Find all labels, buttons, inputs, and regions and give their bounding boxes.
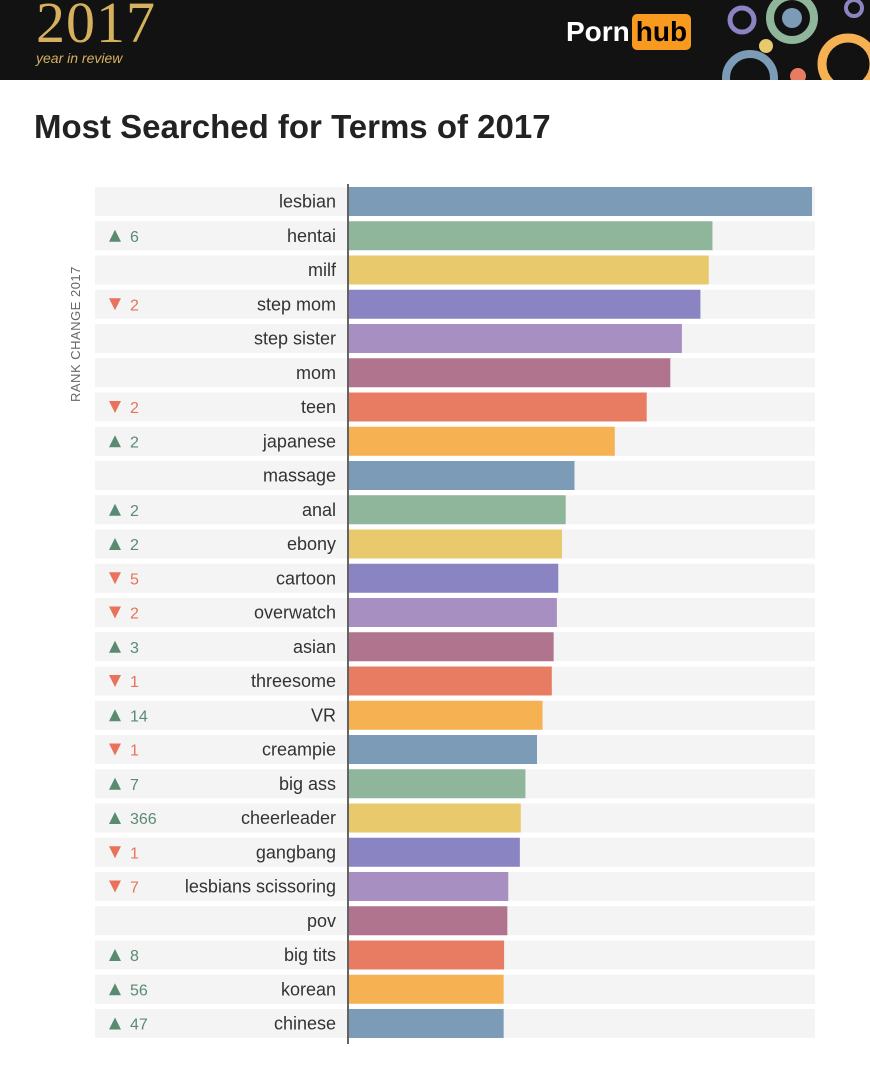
category-label: VR	[311, 705, 336, 725]
rank-change-value: 8	[130, 948, 139, 965]
bar-pov	[349, 906, 508, 936]
category-label: cheerleader	[241, 808, 336, 828]
rank-change-value: 3	[130, 640, 139, 657]
decorative-circles	[722, 0, 870, 80]
category-label: mom	[296, 363, 336, 383]
bar-lesbians-scissoring	[349, 872, 509, 901]
bar-teen	[349, 392, 647, 422]
category-label: cartoon	[276, 568, 336, 588]
bar-chinese	[349, 1009, 504, 1038]
category-label: big ass	[279, 774, 336, 794]
rank-up-icon	[109, 949, 121, 961]
rank-change-value: 2	[130, 434, 139, 451]
bar-cheerleader	[349, 803, 521, 833]
category-label: lesbian	[279, 192, 336, 212]
rank-down-icon	[109, 606, 121, 619]
category-label: gangbang	[256, 842, 336, 862]
rank-change-value: 2	[130, 606, 139, 623]
rank-change-value: 2	[130, 297, 139, 314]
rank-change-value: 1	[130, 743, 139, 760]
category-label: korean	[281, 979, 336, 999]
year-logo: 2017	[36, 0, 156, 55]
bar-milf	[349, 255, 709, 285]
category-label: pov	[307, 911, 336, 931]
rank-change-value: 5	[130, 571, 139, 588]
bar-gangbang	[349, 837, 520, 867]
rank-change-value: 14	[130, 708, 148, 725]
rank-change-value: 2	[130, 400, 139, 417]
rank-down-icon	[109, 846, 121, 859]
year-subtitle: year in review	[36, 50, 123, 66]
rank-change-value: 7	[130, 880, 139, 897]
bar-hentai	[349, 221, 713, 251]
category-label: ebony	[287, 534, 336, 554]
rank-change-value: 47	[130, 1017, 148, 1034]
bar-vr	[349, 700, 543, 730]
bar-threesome	[349, 666, 552, 696]
bar-overwatch	[349, 598, 557, 627]
category-label: creampie	[262, 740, 336, 760]
category-label: overwatch	[254, 603, 336, 623]
rank-up-icon	[109, 538, 121, 550]
category-label: milf	[308, 260, 337, 280]
category-label: chinese	[274, 1014, 336, 1034]
bar-cartoon	[349, 563, 559, 593]
rank-up-icon	[109, 229, 121, 242]
rank-up-icon	[109, 435, 121, 448]
rank-change-value: 366	[130, 811, 157, 828]
rank-down-icon	[109, 401, 121, 413]
chart-rows: lesbian hentai 6 milf step mom 2 step sister mo…	[95, 187, 815, 1038]
category-label: anal	[302, 500, 336, 520]
category-label: japanese	[262, 431, 336, 451]
category-label: threesome	[251, 671, 336, 691]
bar-lesbian	[349, 187, 812, 216]
category-label: asian	[293, 637, 336, 657]
rank-down-icon	[109, 880, 121, 893]
rank-up-icon	[109, 640, 121, 653]
bar-creampie	[349, 735, 537, 764]
bar-big-ass	[349, 769, 526, 799]
rank-up-icon	[109, 709, 121, 722]
category-label: lesbians scissoring	[185, 877, 336, 897]
rank-up-icon	[109, 983, 121, 996]
rank-change-value: 1	[130, 845, 139, 862]
category-label: step sister	[254, 329, 336, 349]
rank-down-icon	[109, 675, 121, 687]
rank-change-value: 7	[130, 777, 139, 794]
rank-change-value: 56	[130, 982, 148, 999]
bar-japanese	[349, 426, 615, 456]
category-label: hentai	[287, 226, 336, 246]
brand-logo: Porn hub	[566, 14, 692, 50]
rank-change-axis-label: RANK CHANGE 2017	[68, 266, 83, 402]
bar-massage	[349, 461, 575, 490]
header-banner: 2017 year in review Porn hub	[0, 0, 870, 80]
category-label: big tits	[284, 945, 336, 965]
bar-ebony	[349, 529, 562, 559]
bar-asian	[349, 632, 554, 662]
bar-anal	[349, 495, 566, 525]
bar-mom	[349, 358, 671, 388]
rank-up-icon	[109, 1017, 121, 1030]
rank-change-value: 6	[130, 229, 139, 246]
rank-up-icon	[109, 812, 121, 824]
rank-up-icon	[109, 777, 121, 790]
bar-step-sister	[349, 324, 682, 353]
category-label: massage	[263, 466, 336, 486]
logo-box: hub	[631, 14, 692, 50]
chart-title: Most Searched for Terms of 2017	[34, 108, 551, 145]
rank-up-icon	[109, 503, 121, 516]
logo-text: Porn	[566, 16, 630, 47]
category-label: step mom	[257, 294, 336, 314]
rank-down-icon	[109, 298, 121, 311]
rank-down-icon	[109, 743, 121, 756]
rank-change-value: 2	[130, 503, 139, 520]
rank-down-icon	[109, 572, 121, 585]
rank-change-value: 1	[130, 674, 139, 691]
bar-step-mom	[349, 289, 701, 319]
bar-big-tits	[349, 940, 505, 970]
category-label: teen	[301, 397, 336, 417]
bar-korean	[349, 974, 504, 1004]
rank-change-value: 2	[130, 537, 139, 554]
